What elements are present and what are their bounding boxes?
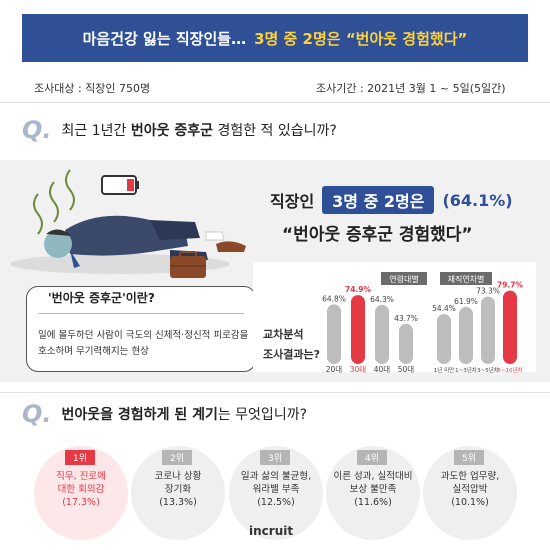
chart-category-label: 1년 미만 (434, 366, 454, 374)
chart-category-label: 20대 (326, 365, 343, 374)
question-1-text: 최근 1년간 번아웃 증후군 경험한 적 있습니까? (61, 123, 337, 139)
chart-bar (399, 323, 413, 364)
reason-text: 코로나 상황 장기화 (13.3%) (154, 471, 202, 508)
divider (0, 102, 550, 103)
exhausted-worker-illustration (10, 169, 246, 278)
chart-category-label: 40대 (374, 365, 391, 374)
question-2-text: 번아웃을 경험하게 된 계기는 무엇입니까? (61, 407, 308, 423)
chart-bar (459, 307, 473, 364)
chart-bar (327, 304, 341, 364)
question-1: Q. 최근 1년간 번아웃 증후군 경험한 적 있습니까? (22, 118, 337, 142)
reason-rank-badge: 5위 (454, 450, 485, 465)
chart-legend: 연령대별 (389, 274, 418, 284)
q-mark: Q. (22, 116, 52, 144)
chart-category-label: 3~5년차 (477, 366, 499, 374)
result-pill: 3명 중 2명은 (322, 186, 435, 214)
chart-bar (481, 296, 495, 364)
chart-category-label: 5~10년차 (497, 366, 522, 374)
definition-desc: 일에 몰두하던 사람이 극도의 신체적·정신적 피로감을 호소하며 무기력해지는… (38, 330, 249, 357)
survey-target: 조사대상 : 직장인 750명 (34, 82, 151, 95)
chart-data-label: 79.7% (497, 281, 524, 290)
chart-category-label: 30대 (350, 365, 367, 374)
header-title-white: 마음건강 잃는 직장인들… (82, 29, 247, 48)
chart-data-label: 74.9% (345, 285, 372, 294)
chart-bar (351, 295, 365, 364)
chart-bar (503, 290, 517, 364)
chart-category-label: 1~3년차 (455, 366, 477, 374)
result-line-1: 직장인 3명 중 2명은 (64.1%) (270, 186, 513, 214)
reason-text: 일과 삶의 불균형, 워라밸 부족 (12.5%) (240, 471, 312, 508)
result-subject: 직장인 (270, 192, 315, 211)
definition-title: '번아웃 증후군'이란? (48, 291, 155, 305)
chart-category-label: 50대 (398, 365, 415, 374)
chart-bar (437, 313, 451, 364)
question-2: Q. 번아웃을 경험하게 된 계기는 무엇입니까? (22, 402, 307, 426)
cross-analysis-label: 교차분석 조사결과는? (263, 328, 320, 361)
header-title-yellow: 3명 중 2명은 “번아웃 경험했다” (254, 29, 468, 48)
chart-bar (375, 304, 389, 364)
reason-rank-badge: 4위 (357, 450, 388, 465)
chart-data-label: 54.4% (432, 304, 456, 313)
reason-text: 이른 성과, 실적대비 보상 불만족 (11.6%) (333, 471, 413, 508)
result-line-2: “번아웃 증후군 경험했다” (282, 225, 473, 245)
survey-period: 조사기간 : 2021년 3월 1 ~ 5일(5일간) (316, 82, 506, 95)
chart-legend-bg (440, 272, 492, 285)
reason-text: 과도한 업무량, 실적압박 (10.1%) (440, 471, 500, 508)
result-percent: (64.1%) (442, 190, 513, 210)
chart-data-label: 61.9% (454, 297, 478, 306)
chart-data-label: 43.7% (394, 314, 418, 323)
definition-box (26, 286, 256, 372)
chart-legend-bg (381, 272, 427, 285)
chart-legend: 재직연차별 (448, 274, 485, 284)
divider (0, 392, 550, 393)
chart-data-label: 64.3% (370, 295, 394, 304)
reason-rank-badge: 1위 (65, 450, 96, 465)
q-mark: Q. (22, 400, 52, 428)
header-banner: 마음건강 잃는 직장인들… 3명 중 2명은 “번아웃 경험했다” (22, 14, 528, 62)
incruit-logo: incruit (249, 524, 294, 538)
chart-data-label: 64.8% (322, 294, 346, 303)
reason-rank-badge: 2위 (162, 450, 193, 465)
chart-data-label: 73.3% (476, 287, 500, 296)
definition-divider (38, 313, 244, 314)
reason-rank-badge: 3위 (260, 450, 291, 465)
reason-text: 직무, 진로에 대한 회의감 (17.3%) (56, 471, 106, 508)
